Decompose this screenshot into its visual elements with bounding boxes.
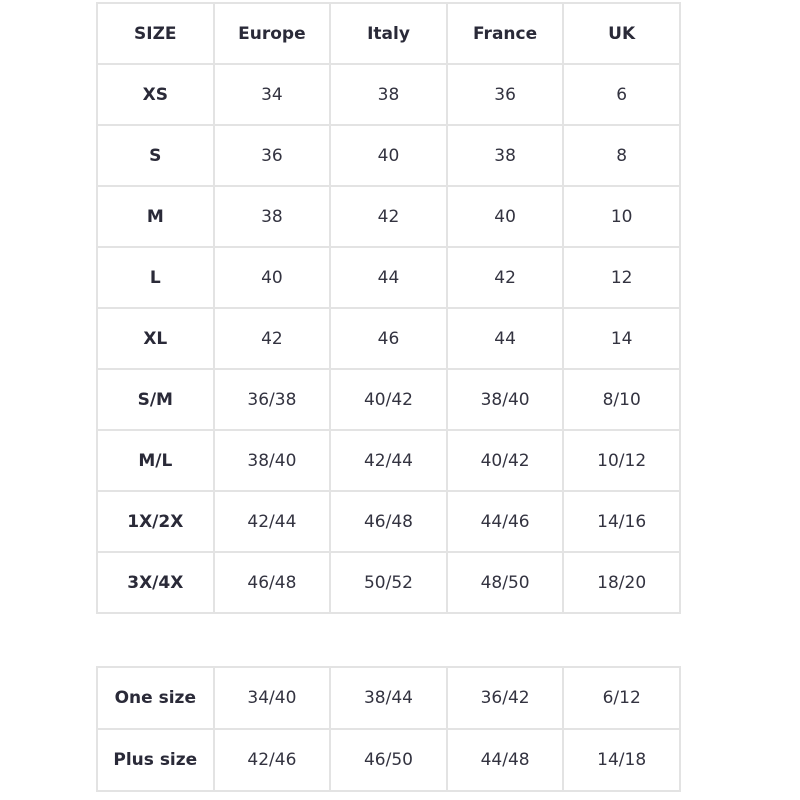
table-cell: 36/42 [445,666,565,730]
table-cell: 38/44 [329,666,448,730]
table-cell: 38 [329,63,448,126]
table-cell: 14/16 [562,490,681,553]
column-header: UK [562,2,681,65]
table-cell: 42/46 [212,728,332,792]
table-row: S 36 40 38 8 [96,124,681,187]
table-cell: 14 [562,307,681,370]
table-cell: 40/42 [329,368,448,431]
column-header: SIZE [96,2,215,65]
table-cell: 12 [562,246,681,309]
table-row: S/M 36/38 40/42 38/40 8/10 [96,368,681,431]
row-header: M [96,185,215,248]
table-cell: 46/48 [329,490,448,553]
table-cell: 42/44 [212,490,332,553]
table-cell: 6/12 [562,666,681,730]
table-cell: 48/50 [445,551,565,614]
row-header: Plus size [96,728,215,792]
table-cell: 42 [445,246,565,309]
row-header: XS [96,63,215,126]
row-header: M/L [96,429,215,492]
table-cell: 8/10 [562,368,681,431]
table-cell: 44 [445,307,565,370]
table-cell: 10 [562,185,681,248]
table-cell: 36 [212,124,332,187]
row-header: S/M [96,368,215,431]
table-cell: 36 [445,63,565,126]
table-cell: 38/40 [445,368,565,431]
table-cell: 42 [212,307,332,370]
table-cell: 14/18 [562,728,681,792]
table-cell: 38/40 [212,429,332,492]
table-cell: 50/52 [329,551,448,614]
table-cell: 34/40 [212,666,332,730]
table-cell: 46/50 [329,728,448,792]
one-plus-size-table: One size 34/40 38/44 36/42 6/12 Plus size 42/4… [96,666,681,792]
table-row: M/L 38/40 42/44 40/42 10/12 [96,429,681,492]
table-row: M 38 42 40 10 [96,185,681,248]
size-chart-table: SIZE Europe Italy France UK XS 34 38 36 6 S 36 40 38 8… [96,2,681,614]
table-row: 1X/2X 42/44 46/48 44/46 14/16 [96,490,681,553]
row-header: XL [96,307,215,370]
table-row: Plus size 42/46 46/50 44/48 14/18 [96,728,681,792]
table-cell: 44/46 [445,490,565,553]
row-header: S [96,124,215,187]
table-cell: 6 [562,63,681,126]
row-header: 1X/2X [96,490,215,553]
column-header: Italy [329,2,448,65]
table-cell: 38 [212,185,332,248]
row-header: L [96,246,215,309]
table-cell: 46 [329,307,448,370]
column-header: Europe [212,2,332,65]
table-cell: 40 [445,185,565,248]
row-header: One size [96,666,215,730]
table-cell: 34 [212,63,332,126]
table-cell: 42 [329,185,448,248]
table-cell: 40/42 [445,429,565,492]
column-header: France [445,2,565,65]
table-cell: 40 [329,124,448,187]
table-row: 3X/4X 46/48 50/52 48/50 18/20 [96,551,681,614]
table-cell: 44 [329,246,448,309]
row-header: 3X/4X [96,551,215,614]
table-cell: 18/20 [562,551,681,614]
table-cell: 40 [212,246,332,309]
table-row: One size 34/40 38/44 36/42 6/12 [96,666,681,730]
table-row: L 40 44 42 12 [96,246,681,309]
table-cell: 10/12 [562,429,681,492]
table-row: XS 34 38 36 6 [96,63,681,126]
table-cell: 46/48 [212,551,332,614]
table-row: XL 42 46 44 14 [96,307,681,370]
table-cell: 36/38 [212,368,332,431]
table-cell: 38 [445,124,565,187]
table-cell: 8 [562,124,681,187]
table-cell: 42/44 [329,429,448,492]
header-row: SIZE Europe Italy France UK [96,2,681,65]
table-cell: 44/48 [445,728,565,792]
